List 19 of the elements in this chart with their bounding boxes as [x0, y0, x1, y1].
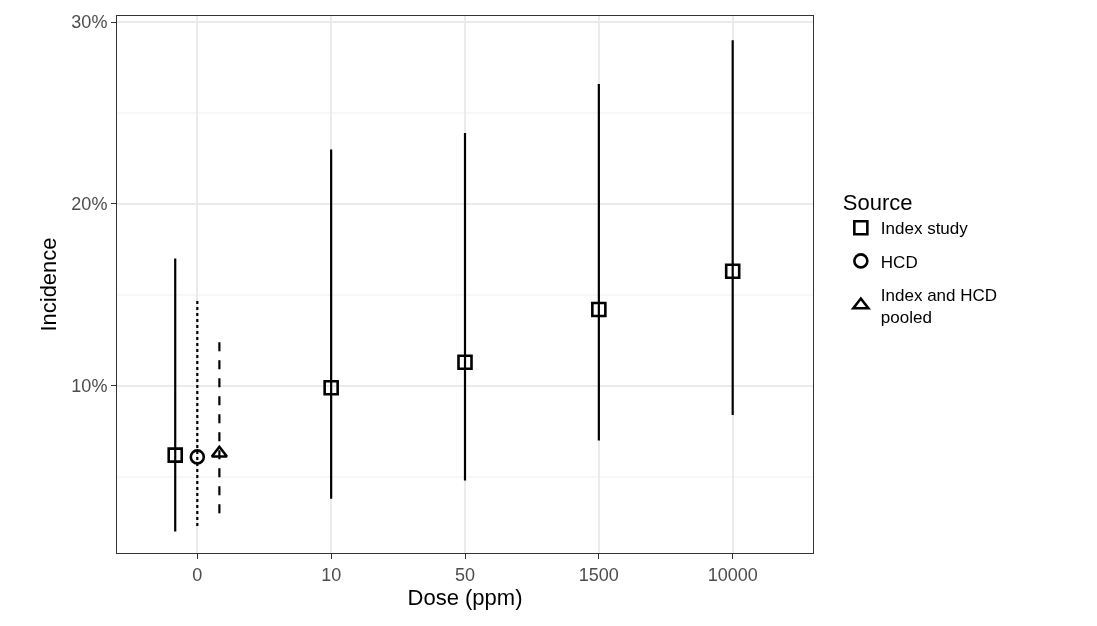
x-tick-label: 50	[454, 564, 476, 585]
x-axis-title: Dose (ppm)	[407, 584, 523, 610]
point	[189, 449, 206, 465]
point	[323, 379, 339, 396]
y-tick-label: 20%	[71, 194, 108, 215]
point	[724, 263, 741, 280]
legend-label: Index study	[880, 219, 969, 239]
x-tick-label: 10000	[707, 564, 758, 585]
legend-title: Source	[842, 190, 913, 216]
y-tick-label: 10%	[71, 376, 108, 397]
legend-label: HCD	[880, 252, 918, 272]
y-axis-title: Incidence	[36, 237, 62, 332]
x-tick-label: 10	[321, 564, 342, 585]
point	[457, 354, 473, 371]
x-tick-label: 0	[192, 564, 203, 585]
x-tick-label: 1500	[578, 564, 619, 585]
legend-label: Index and HCD pooled	[880, 285, 998, 327]
y-tick-label: 30%	[71, 12, 108, 33]
point	[591, 301, 607, 318]
